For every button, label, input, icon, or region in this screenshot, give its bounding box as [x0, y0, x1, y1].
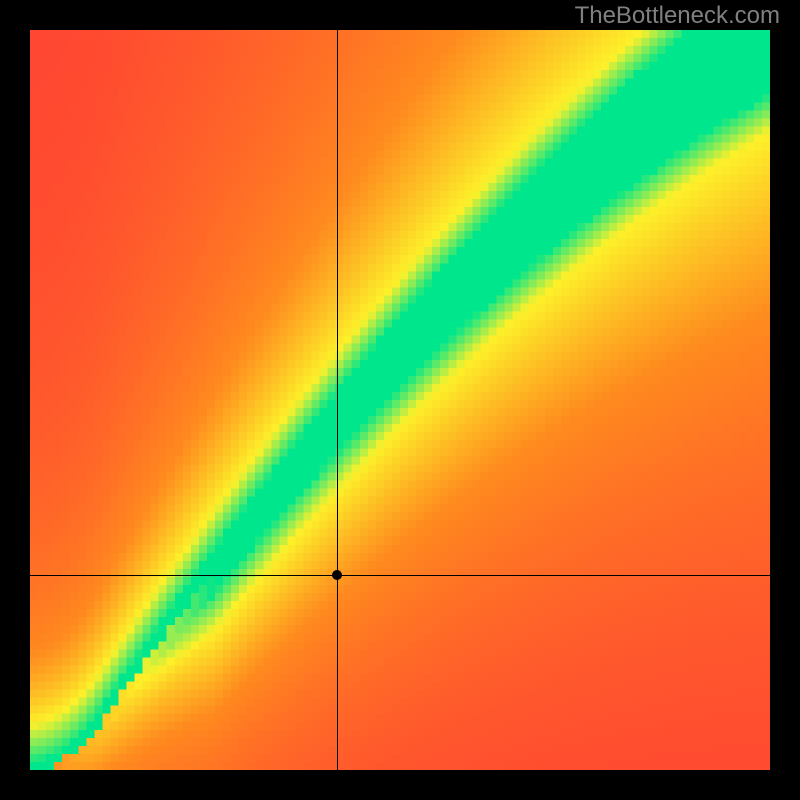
- heatmap-plot: [30, 30, 770, 770]
- heatmap-canvas: [30, 30, 770, 770]
- crosshair-vertical: [337, 30, 338, 770]
- watermark-label: TheBottleneck.com: [575, 2, 780, 30]
- marker-dot: [332, 570, 342, 580]
- crosshair-horizontal: [30, 575, 770, 576]
